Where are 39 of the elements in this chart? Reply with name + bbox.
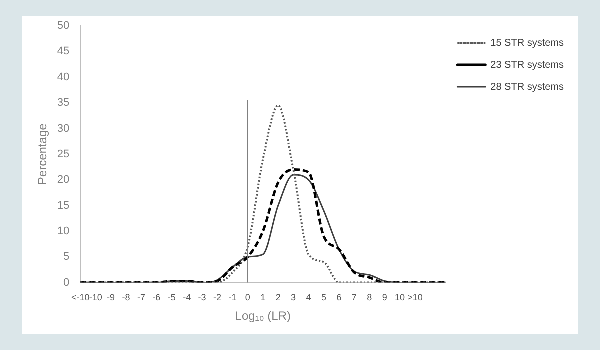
x-tick-label: 7 xyxy=(352,292,357,303)
x-tick-label: <-10 xyxy=(72,292,90,303)
y-tick-label: 15 xyxy=(57,200,70,212)
x-axis-title: Log₁₀ (LR) xyxy=(235,309,292,324)
x-tick-label: 8 xyxy=(367,292,372,303)
y-tick-label: 50 xyxy=(57,20,70,32)
y-tick-label: 0 xyxy=(64,276,70,289)
y-tick-label: 45 xyxy=(57,46,70,58)
y-tick-label: 5 xyxy=(64,251,70,264)
x-tick-label: -2 xyxy=(214,292,222,303)
y-tick-label: 10 xyxy=(57,225,70,238)
y-axis-title: Percentage xyxy=(36,123,50,186)
x-tick-label: 9 xyxy=(382,292,388,303)
y-tick-label: 30 xyxy=(57,122,70,135)
y-tick-label: 40 xyxy=(57,71,70,84)
x-tick-label: -8 xyxy=(122,292,130,303)
x-tick-label: 6 xyxy=(336,292,342,303)
x-tick-label: >10 xyxy=(408,292,423,303)
x-tick-label: -9 xyxy=(107,292,116,303)
y-tick-label: 25 xyxy=(57,148,70,160)
y-tick-label: 35 xyxy=(57,97,70,110)
x-tick-label: -6 xyxy=(152,292,161,303)
legend-label: 23 STR systems xyxy=(490,60,564,71)
x-tick-label: -4 xyxy=(183,292,192,303)
x-tick-label: -10 xyxy=(89,292,102,303)
x-tick-label: 1 xyxy=(260,292,266,303)
x-tick-label: 3 xyxy=(291,292,296,303)
legend-label: 28 STR systems xyxy=(490,82,564,93)
x-tick-label: 10 xyxy=(395,292,406,303)
legend-label: 15 STR systems xyxy=(490,38,564,49)
x-tick-label: -7 xyxy=(137,292,146,303)
x-tick-label: -3 xyxy=(198,292,206,303)
x-tick-label: 2 xyxy=(276,292,281,303)
x-tick-label: 0 xyxy=(245,292,250,303)
x-tick-label: 4 xyxy=(306,292,312,303)
x-tick-label: 5 xyxy=(321,292,326,303)
x-tick-label: -5 xyxy=(168,292,176,303)
x-tick-label: -1 xyxy=(228,292,237,303)
y-tick-label: 20 xyxy=(57,174,70,186)
